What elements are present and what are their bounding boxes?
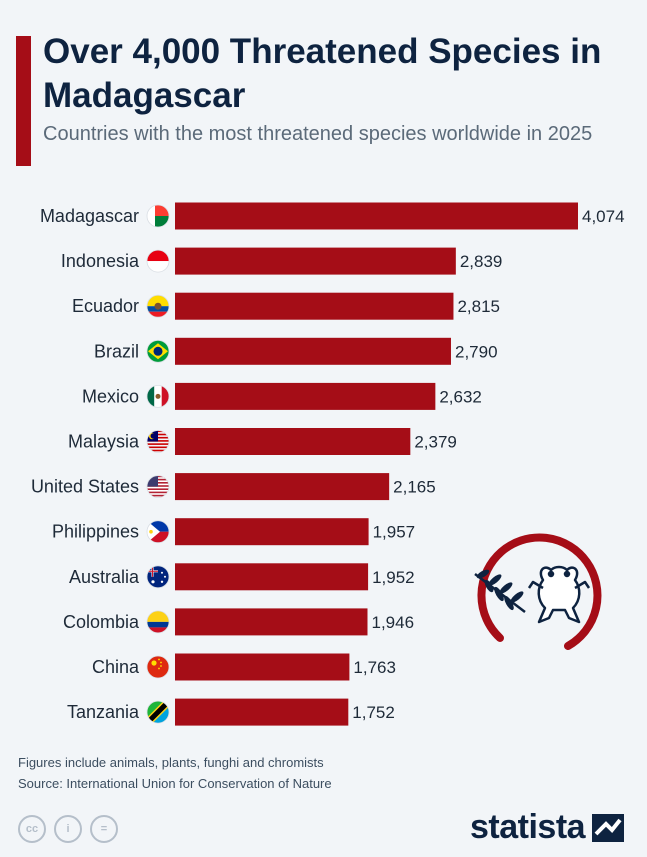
category-label: Colombia bbox=[63, 612, 140, 632]
value-label: 4,074 bbox=[582, 207, 625, 226]
title-accent-bar bbox=[16, 36, 31, 166]
category-label: China bbox=[92, 657, 140, 677]
bar-7 bbox=[175, 518, 369, 546]
value-label: 1,952 bbox=[372, 568, 415, 587]
value-label: 1,752 bbox=[352, 703, 395, 722]
category-label: Philippines bbox=[52, 522, 139, 542]
category-label: United States bbox=[31, 477, 139, 497]
category-label: Madagascar bbox=[40, 206, 139, 226]
category-label: Australia bbox=[69, 567, 140, 587]
colombia-flag-icon bbox=[146, 610, 170, 634]
license-icons: cc i = bbox=[18, 815, 118, 843]
ecuador-flag-icon bbox=[146, 294, 170, 318]
value-label: 1,957 bbox=[373, 523, 416, 542]
bar-6 bbox=[175, 473, 390, 501]
statista-brand[interactable]: statista bbox=[470, 808, 625, 847]
bar-5 bbox=[175, 428, 411, 455]
bar-9 bbox=[175, 608, 368, 636]
australia-flag-icon bbox=[146, 565, 170, 589]
madagascar-flag-icon bbox=[146, 204, 170, 228]
category-label: Indonesia bbox=[61, 251, 140, 271]
bar-2 bbox=[175, 292, 454, 320]
value-label: 2,379 bbox=[414, 433, 457, 452]
frog-icon bbox=[527, 565, 591, 624]
bar-4 bbox=[175, 382, 436, 410]
value-label: 1,763 bbox=[353, 658, 396, 677]
value-label: 2,815 bbox=[457, 297, 500, 316]
malaysia-flag-icon bbox=[146, 430, 170, 453]
value-label: 1,946 bbox=[371, 613, 414, 632]
category-label: Brazil bbox=[94, 341, 139, 361]
value-label: 2,790 bbox=[455, 342, 498, 361]
china-flag-icon bbox=[146, 655, 170, 679]
brazil-flag-icon bbox=[146, 339, 170, 363]
bar-3 bbox=[175, 337, 451, 365]
chart-subtitle: Countries with the most threatened speci… bbox=[43, 123, 593, 145]
cc-icon[interactable]: cc bbox=[18, 815, 46, 843]
ring-arc-icon bbox=[477, 533, 602, 650]
bar-8 bbox=[175, 563, 369, 591]
mexico-flag-icon bbox=[146, 384, 170, 408]
philippines-flag-icon bbox=[146, 520, 170, 544]
value-label: 2,839 bbox=[460, 252, 503, 271]
category-label: Malaysia bbox=[68, 432, 140, 452]
attribution-icon[interactable]: i bbox=[54, 815, 82, 843]
no-derivatives-icon[interactable]: = bbox=[90, 815, 118, 843]
species-illustration bbox=[474, 533, 602, 650]
footnote-source: Source: International Union for Conserva… bbox=[18, 776, 332, 791]
value-label: 2,632 bbox=[439, 387, 482, 406]
leaf-branch-icon bbox=[474, 569, 526, 613]
brand-name: statista bbox=[470, 808, 586, 846]
category-label: Tanzania bbox=[67, 702, 140, 722]
bar-1 bbox=[175, 247, 456, 275]
chart-title: Over 4,000 Threatened Species in Madagas… bbox=[43, 32, 602, 115]
united-states-flag-icon bbox=[146, 475, 170, 499]
indonesia-flag-icon bbox=[146, 249, 170, 273]
category-label: Mexico bbox=[82, 386, 139, 406]
tanzania-flag-icon bbox=[146, 700, 170, 724]
statista-logo-icon bbox=[592, 813, 625, 842]
value-label: 2,165 bbox=[393, 478, 436, 497]
bar-chart: Madagascar 4,074 Indonesia 2,839 Ecuador 2,81… bbox=[31, 202, 625, 726]
bar-11 bbox=[175, 698, 349, 726]
category-label: Ecuador bbox=[72, 296, 139, 316]
bar-0 bbox=[175, 202, 578, 230]
footnote-note: Figures include animals, plants, funghi … bbox=[18, 755, 324, 770]
bar-10 bbox=[175, 653, 350, 681]
